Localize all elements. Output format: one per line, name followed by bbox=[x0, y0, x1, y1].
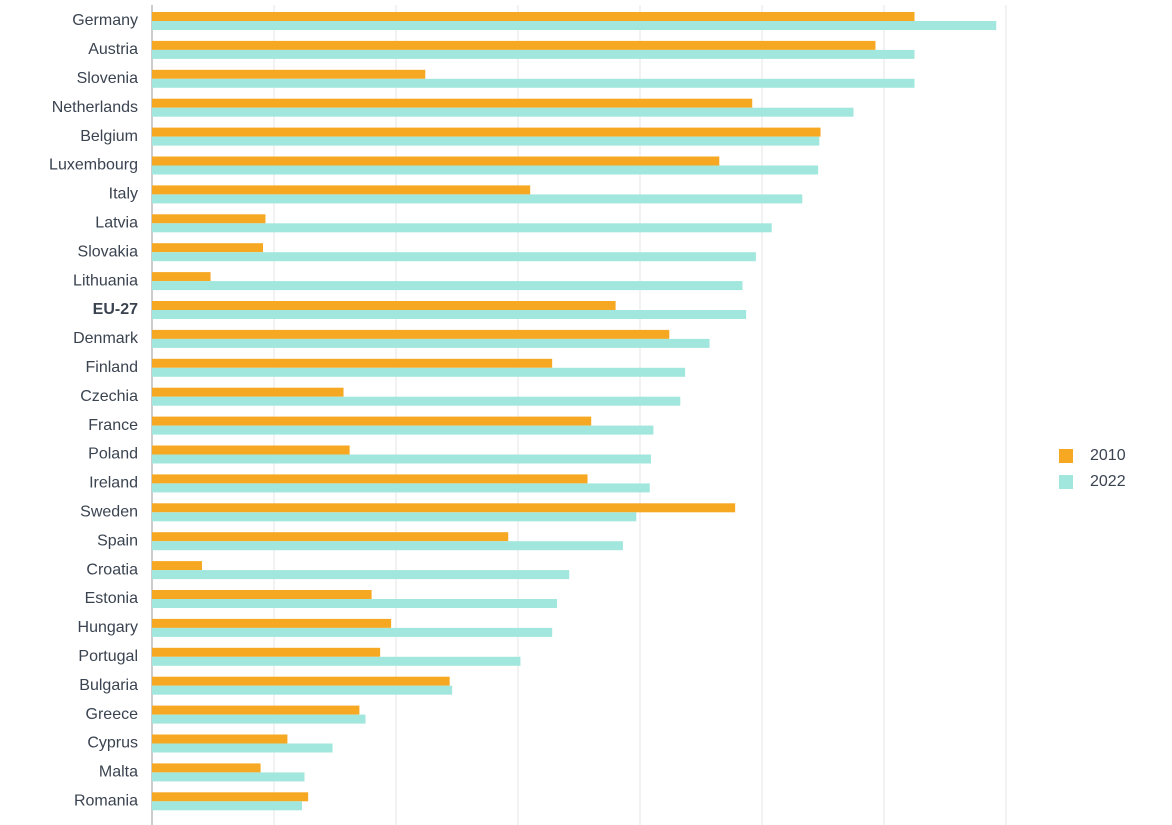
bar bbox=[152, 561, 203, 571]
bar bbox=[152, 107, 854, 117]
bar bbox=[152, 503, 736, 513]
bar bbox=[152, 763, 261, 773]
y-tick-label: Czechia bbox=[80, 388, 138, 405]
y-tick-label: Bulgaria bbox=[79, 677, 138, 694]
bar bbox=[152, 512, 637, 522]
bar bbox=[152, 590, 372, 599]
y-tick-label: Lithuania bbox=[73, 272, 138, 289]
y-tick-label: Poland bbox=[88, 446, 138, 463]
y-tick-label: Luxembourg bbox=[49, 157, 138, 174]
bar bbox=[152, 618, 392, 628]
bar bbox=[152, 136, 820, 146]
y-tick-label: Portugal bbox=[78, 648, 138, 665]
bar bbox=[152, 358, 553, 368]
y-tick-label: Cyprus bbox=[87, 735, 138, 752]
bar bbox=[152, 454, 651, 464]
bar bbox=[152, 185, 531, 195]
bar bbox=[152, 194, 803, 204]
y-tick-label: Finland bbox=[86, 359, 138, 376]
y-tick-label: Slovakia bbox=[78, 243, 139, 260]
y-tick-label: Netherlands bbox=[52, 99, 138, 116]
bar bbox=[152, 78, 915, 88]
bar bbox=[152, 676, 450, 686]
y-tick-label: Denmark bbox=[73, 330, 139, 347]
bar bbox=[152, 49, 915, 59]
bar bbox=[152, 156, 720, 166]
bar bbox=[152, 599, 558, 608]
bar bbox=[152, 570, 570, 580]
bar bbox=[152, 329, 670, 339]
bar bbox=[152, 445, 350, 455]
bar bbox=[152, 252, 756, 262]
bar bbox=[152, 272, 211, 282]
y-tick-label: Germany bbox=[72, 12, 138, 29]
bar bbox=[152, 425, 654, 435]
y-tick-label: Italy bbox=[109, 186, 138, 203]
legend-swatch bbox=[1059, 449, 1073, 463]
bar bbox=[152, 714, 366, 724]
bar bbox=[152, 416, 592, 426]
y-tick-label: France bbox=[88, 417, 138, 434]
legend-swatch bbox=[1059, 475, 1073, 489]
bar bbox=[152, 127, 821, 137]
y-tick-label: Estonia bbox=[85, 590, 138, 607]
bar bbox=[152, 792, 309, 802]
bar bbox=[152, 685, 453, 695]
y-tick-label: Austria bbox=[88, 41, 138, 58]
y-tick-label: Romania bbox=[74, 793, 138, 810]
bar bbox=[152, 281, 743, 291]
y-tick-label: Greece bbox=[86, 706, 139, 723]
bar bbox=[152, 627, 553, 637]
y-tick-label: Croatia bbox=[86, 561, 138, 578]
bar bbox=[152, 338, 710, 348]
bar bbox=[152, 532, 509, 542]
bar bbox=[152, 743, 333, 753]
bar bbox=[152, 483, 650, 493]
bar bbox=[152, 801, 303, 811]
bar bbox=[152, 243, 264, 253]
bar bbox=[152, 165, 819, 175]
bar bbox=[152, 214, 266, 224]
y-tick-label: Ireland bbox=[89, 475, 138, 492]
bar bbox=[152, 40, 876, 50]
y-tick-label: Belgium bbox=[80, 128, 138, 145]
y-tick-label: Slovenia bbox=[77, 70, 138, 87]
y-tick-label: Latvia bbox=[95, 215, 138, 232]
bar bbox=[152, 396, 681, 406]
bar bbox=[152, 474, 588, 484]
bar bbox=[152, 223, 772, 233]
legend-label: 2010 bbox=[1090, 447, 1126, 464]
bar bbox=[152, 98, 753, 108]
y-tick-label: Hungary bbox=[78, 619, 138, 636]
bar bbox=[152, 656, 521, 666]
bar bbox=[152, 387, 344, 397]
bar bbox=[152, 541, 623, 551]
bar bbox=[152, 734, 288, 744]
y-tick-label: EU-27 bbox=[93, 301, 138, 318]
bar bbox=[152, 301, 616, 310]
bar bbox=[152, 310, 747, 319]
bar bbox=[152, 69, 426, 79]
bar bbox=[152, 705, 360, 715]
bar bbox=[152, 367, 686, 377]
bar bbox=[152, 12, 915, 21]
legend-label: 2022 bbox=[1090, 473, 1126, 490]
bar bbox=[152, 772, 305, 782]
y-tick-label: Sweden bbox=[80, 504, 138, 521]
bar bbox=[152, 647, 381, 657]
y-tick-label: Malta bbox=[99, 764, 138, 781]
y-tick-label: Spain bbox=[97, 532, 138, 549]
bar bbox=[152, 21, 997, 30]
